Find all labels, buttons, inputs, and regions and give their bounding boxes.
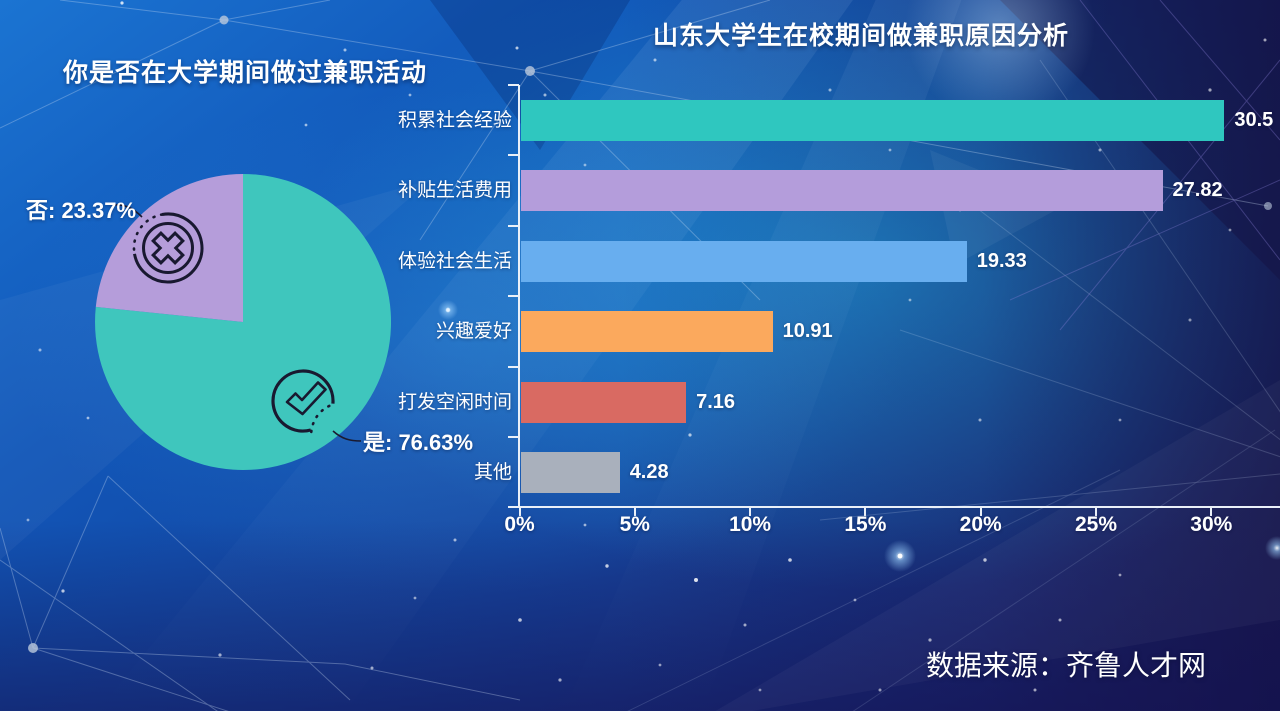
x-tick-mark — [749, 508, 752, 516]
value-label: 4.28 — [629, 461, 669, 484]
x-tick-label: 15% — [844, 513, 887, 536]
category-label: 其他 — [473, 462, 512, 484]
category-label: 补贴生活费用 — [397, 180, 512, 202]
x-tick-label: 10% — [729, 513, 772, 536]
bar-row: 补贴生活费用 27.82 — [0, 170, 1280, 212]
y-axis-tick — [508, 225, 519, 227]
glow-star — [1265, 536, 1280, 560]
x-tick-mark — [1210, 508, 1213, 516]
x-tick-mark — [864, 508, 867, 516]
bar-segment — [521, 240, 967, 282]
bar-segment — [521, 381, 687, 423]
x-tick-label: 30% — [1190, 513, 1233, 536]
y-axis-line — [518, 85, 520, 508]
value-label: 10.91 — [782, 320, 833, 343]
pie-label-no: 否: 23.37% — [26, 198, 137, 223]
category-label: 兴趣爱好 — [435, 321, 512, 343]
x-tick-label: 0% — [504, 513, 535, 536]
y-axis-tick — [508, 506, 519, 508]
y-axis-tick — [508, 84, 519, 86]
y-axis-tick — [508, 154, 519, 156]
x-tick-mark — [979, 508, 982, 516]
x-tick-label: 25% — [1074, 513, 1118, 536]
bottom-strip — [0, 711, 1280, 720]
bar-row: 体验社会生活 19.33 — [0, 240, 1280, 282]
category-label: 体验社会生活 — [397, 250, 512, 272]
mesh-nodes — [28, 15, 1272, 653]
x-tick-mark — [1095, 508, 1097, 516]
y-axis-tick — [508, 436, 519, 438]
x-tick-label: 20% — [959, 513, 1002, 536]
bar-segment — [521, 452, 620, 494]
bar-row: 其他 4.28 — [0, 452, 1280, 494]
bar-row: 兴趣爱好 10.91 — [0, 311, 1280, 353]
bar-chart-title: 山东大学生在校期间做兼职原因分析 — [653, 22, 1070, 50]
value-label: 7.16 — [696, 390, 736, 413]
category-label: 打发空闲时间 — [397, 391, 512, 413]
bar-segment — [521, 170, 1163, 212]
glow-star — [438, 300, 458, 320]
x-tick-mark — [518, 508, 521, 516]
bar-row: 积累社会经验 30.5 — [0, 100, 1280, 141]
bar-row: 打发空闲时间 7.16 — [0, 381, 1280, 423]
pie-chart-title: 你是否在大学期间做过兼职活动 — [63, 59, 428, 87]
y-axis-tick — [508, 366, 519, 368]
data-source: 数据来源：齐鲁人才网 — [925, 650, 1206, 681]
x-tick-mark — [633, 508, 636, 516]
x-tick-label: 5% — [619, 513, 650, 536]
bar-segment — [521, 100, 1225, 141]
bar-segment — [521, 311, 773, 353]
x-axis-line — [518, 506, 1280, 508]
y-axis-tick — [508, 295, 519, 297]
value-label: 27.82 — [1172, 179, 1223, 202]
pie-label-yes: 是: 76.63% — [363, 430, 474, 455]
value-label: 19.33 — [976, 249, 1027, 272]
value-label: 30.5 — [1234, 109, 1274, 131]
category-label: 积累社会经验 — [397, 110, 512, 131]
